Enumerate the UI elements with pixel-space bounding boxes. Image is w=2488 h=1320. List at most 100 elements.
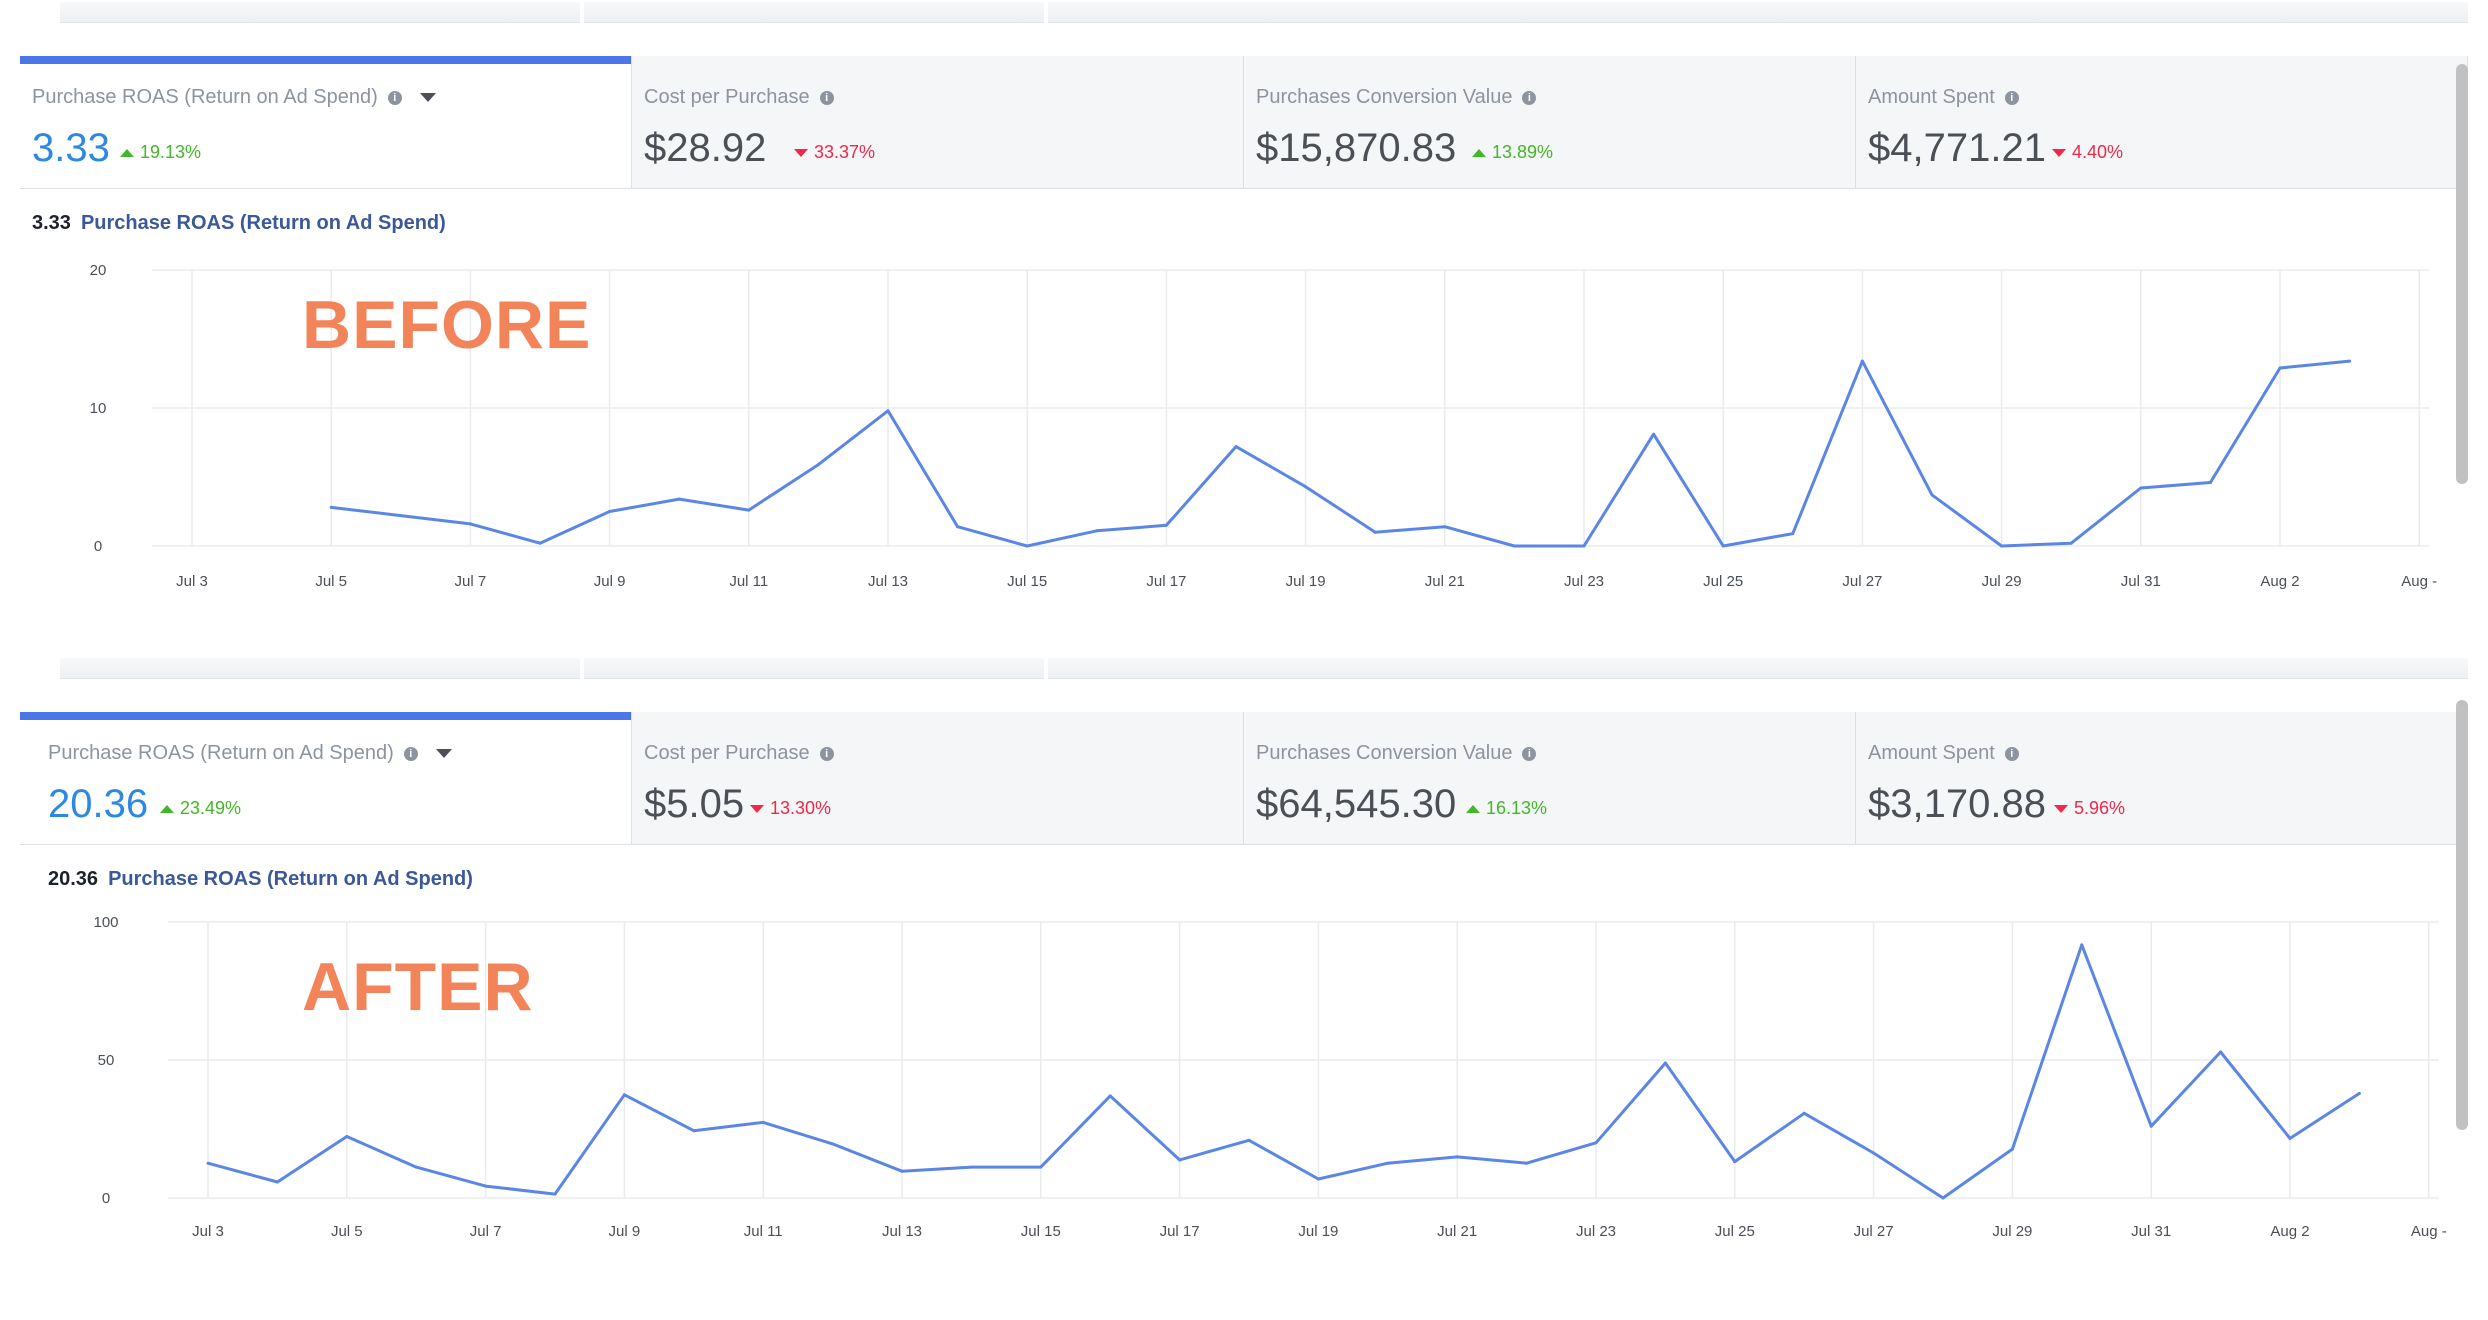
metric-tab-amount-spent[interactable]: Amount Spent i $4,771.21 4.40% (1856, 56, 2468, 188)
data-point[interactable] (1455, 1155, 1459, 1159)
top-tab[interactable] (1048, 2, 2468, 23)
data-point[interactable] (1443, 525, 1447, 529)
metric-tab-cost-per-purchase[interactable]: Cost per Purchase i $5.05 13.30% (632, 712, 1244, 844)
data-point[interactable] (1234, 445, 1238, 449)
data-point[interactable] (816, 463, 820, 467)
data-point[interactable] (1095, 529, 1099, 533)
info-icon[interactable]: i (2004, 746, 2019, 761)
data-point[interactable] (2010, 1147, 2014, 1151)
data-point[interactable] (275, 1180, 279, 1184)
data-point[interactable] (677, 497, 681, 501)
data-point[interactable] (831, 1142, 835, 1146)
data-point[interactable] (206, 1161, 210, 1165)
scrollbar[interactable] (2456, 64, 2468, 484)
data-point[interactable] (2288, 1136, 2292, 1140)
info-icon[interactable]: i (819, 746, 834, 761)
info-icon[interactable]: i (403, 746, 418, 761)
data-point[interactable] (2357, 1091, 2361, 1095)
data-point[interactable] (608, 510, 612, 513)
data-point[interactable] (1663, 1061, 1667, 1065)
info-icon[interactable]: i (1522, 90, 1537, 105)
data-point[interactable] (761, 1120, 765, 1124)
top-tab[interactable] (60, 2, 580, 23)
data-point[interactable] (1582, 544, 1586, 548)
roas-series-line[interactable] (207, 943, 2361, 1200)
data-point[interactable] (2149, 1124, 2153, 1128)
data-point[interactable] (1652, 432, 1656, 436)
metric-tab-conversion-value[interactable]: Purchases Conversion Value i $15,870.83 1… (1244, 56, 1856, 188)
chart-heading-metric[interactable]: Purchase ROAS (Return on Ad Spend) (80, 212, 446, 234)
data-point[interactable] (747, 508, 751, 512)
data-point[interactable] (468, 522, 472, 526)
data-point[interactable] (1802, 1111, 1806, 1115)
metric-tab-conversion-value[interactable]: Purchases Conversion Value i $64,545.30 1… (1244, 712, 1856, 844)
metric-tab-purchase-roas[interactable]: Purchase ROAS (Return on Ad Spend) i 20.3… (20, 712, 632, 844)
data-point[interactable] (1373, 530, 1377, 534)
data-point[interactable] (1721, 544, 1725, 548)
data-point[interactable] (1733, 1160, 1737, 1164)
data-point[interactable] (1304, 485, 1308, 489)
arrow-up-icon (160, 805, 174, 813)
info-icon[interactable]: i (2004, 90, 2019, 105)
data-point[interactable] (692, 1129, 696, 1133)
data-point[interactable] (1860, 359, 1864, 363)
info-icon[interactable]: i (1522, 746, 1537, 761)
data-point[interactable] (1386, 1161, 1390, 1165)
after-stamp: AFTER (302, 949, 534, 1025)
info-icon[interactable]: i (387, 90, 402, 105)
top-tab[interactable] (584, 658, 1044, 679)
top-tab[interactable] (1048, 658, 2468, 679)
data-point[interactable] (1108, 1094, 1112, 1098)
data-point[interactable] (2080, 943, 2084, 947)
data-point[interactable] (1247, 1138, 1251, 1142)
metric-label: Purchase ROAS (Return on Ad Spend) (48, 742, 394, 764)
data-point[interactable] (622, 1093, 626, 1097)
data-point[interactable] (2208, 481, 2212, 484)
data-point[interactable] (553, 1192, 557, 1196)
data-point[interactable] (2069, 541, 2073, 545)
data-point[interactable] (2139, 486, 2143, 490)
metric-label: Purchases Conversion Value (1256, 742, 1513, 764)
data-point[interactable] (484, 1184, 488, 1188)
roas-line-chart-before: Jul 3 Jul 5 Jul 7 Jul 9 Jul 11 Jul 13 Jul 15 Ju… (90, 262, 2437, 590)
data-point[interactable] (2348, 359, 2352, 363)
data-point[interactable] (1025, 544, 1029, 548)
dropdown-caret-icon[interactable] (419, 93, 436, 103)
data-point[interactable] (1872, 1151, 1876, 1155)
metric-tab-purchase-roas[interactable]: Purchase ROAS (Return on Ad Spend) i 3.33… (20, 56, 632, 188)
data-point[interactable] (1039, 1165, 1043, 1169)
data-point[interactable] (1594, 1141, 1598, 1145)
data-point[interactable] (1164, 523, 1168, 527)
data-point[interactable] (2000, 544, 2004, 548)
data-point[interactable] (345, 1135, 349, 1138)
data-point[interactable] (886, 409, 890, 413)
data-point[interactable] (329, 505, 333, 509)
data-point[interactable] (1930, 493, 1934, 497)
data-point[interactable] (1791, 532, 1795, 536)
data-point[interactable] (538, 541, 542, 545)
metric-tab-amount-spent[interactable]: Amount Spent i $3,170.88 5.96% (1856, 712, 2468, 844)
data-point[interactable] (900, 1169, 904, 1173)
dropdown-caret-icon[interactable] (435, 749, 452, 759)
data-point[interactable] (1941, 1196, 1945, 1200)
scrollbar[interactable] (2456, 700, 2468, 1130)
roas-series-line[interactable] (331, 359, 2350, 548)
arrow-down-icon (794, 149, 808, 157)
data-point[interactable] (956, 525, 960, 529)
metric-delta-text: 5.96% (2074, 798, 2126, 818)
data-point[interactable] (399, 514, 403, 518)
data-point[interactable] (2219, 1050, 2223, 1054)
data-point[interactable] (1316, 1177, 1320, 1181)
chart-heading-metric[interactable]: Purchase ROAS (Return on Ad Spend) (108, 868, 473, 890)
data-point[interactable] (1512, 544, 1516, 548)
metric-tab-cost-per-purchase[interactable]: Cost per Purchase i $28.92 33.37% (632, 56, 1244, 188)
info-icon[interactable]: i (819, 90, 834, 105)
top-tab[interactable] (60, 658, 580, 679)
top-tab[interactable] (584, 2, 1044, 23)
data-point[interactable] (2278, 366, 2282, 370)
data-point[interactable] (1525, 1161, 1529, 1165)
x-tick-label: Jul 5 (331, 1223, 363, 1240)
data-point[interactable] (969, 1165, 973, 1169)
data-point[interactable] (414, 1165, 418, 1169)
data-point[interactable] (1178, 1158, 1182, 1162)
